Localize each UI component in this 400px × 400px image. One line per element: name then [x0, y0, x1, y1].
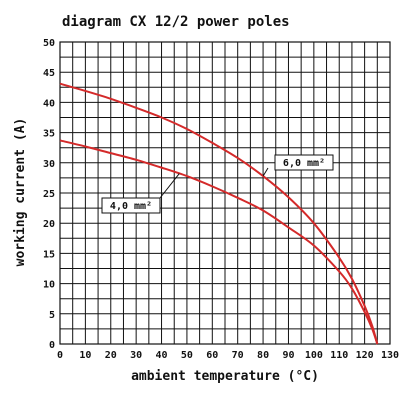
- x-tick-label: 110: [330, 350, 348, 361]
- x-tick-label: 80: [257, 350, 269, 361]
- annotation-2: 4,0 mm²: [101, 173, 180, 214]
- plot-frame: [59, 41, 391, 345]
- y-tick-label: 10: [43, 280, 55, 291]
- y-tick-label: 50: [43, 38, 55, 49]
- y-tick-label: 35: [43, 129, 55, 140]
- x-tick-label: 100: [305, 350, 323, 361]
- y-tick-label: 40: [43, 98, 55, 109]
- annotation-box: [101, 197, 161, 214]
- series-line-1: [59, 82, 379, 345]
- y-tick-label: 0: [49, 340, 55, 351]
- x-axis-label: ambient temperature (°C): [131, 369, 319, 384]
- annotation-1: 6,0 mm²: [262, 154, 334, 177]
- series-line-2: [59, 139, 379, 345]
- x-tick-label: 120: [356, 350, 374, 361]
- annotations: 6,0 mm² 4,0 mm²: [101, 154, 334, 214]
- y-tick-label: 15: [43, 249, 55, 260]
- x-tick-label: 70: [232, 350, 244, 361]
- x-tick-label: 60: [206, 350, 218, 361]
- x-tick-label: 50: [181, 350, 193, 361]
- annotation-label: 4,0 mm²: [110, 201, 152, 212]
- series-layer: [59, 82, 379, 345]
- y-tick-label: 5: [49, 310, 55, 321]
- annotation-box: [274, 154, 334, 171]
- x-tick-label: 0: [57, 350, 63, 361]
- x-tick-label: 40: [156, 350, 168, 361]
- annotation-leader: [159, 173, 180, 199]
- x-tick-label: 130: [381, 350, 399, 361]
- tick-labels: 0 10 20 30 40 50 60 70 80 90 100 110 120 130 0 5 10 15 20 2…: [43, 38, 399, 361]
- y-axis-label: working current (A): [13, 118, 28, 267]
- x-tick-label: 20: [105, 350, 117, 361]
- y-tick-label: 25: [43, 189, 55, 200]
- y-tick-label: 30: [43, 159, 55, 170]
- grid: [59, 41, 391, 345]
- y-tick-label: 20: [43, 219, 55, 230]
- x-tick-label: 30: [130, 350, 142, 361]
- annotation-label: 6,0 mm²: [283, 158, 325, 169]
- annotation-leader: [262, 167, 269, 177]
- y-tick-label: 45: [43, 68, 55, 79]
- chart-title: diagram CX 12/2 power poles: [62, 14, 290, 30]
- x-tick-label: 90: [282, 350, 294, 361]
- x-tick-label: 10: [79, 350, 91, 361]
